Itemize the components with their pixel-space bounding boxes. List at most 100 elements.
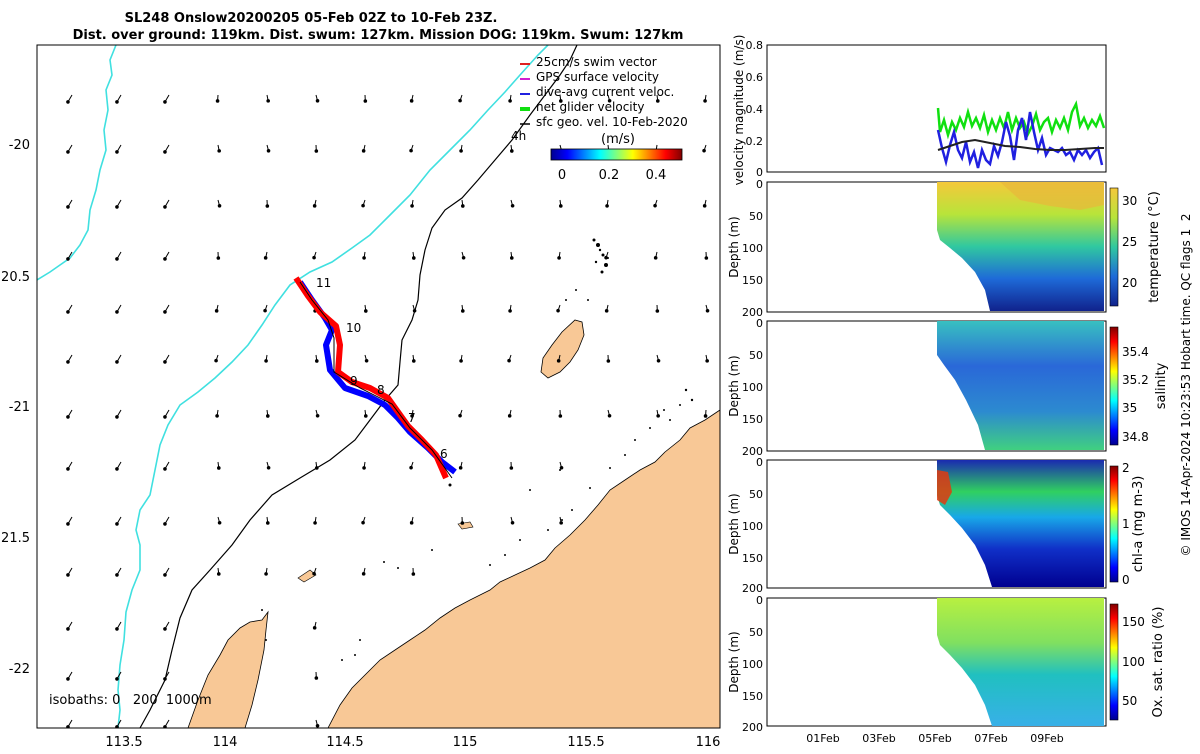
legend-label-geo: sfc geo. vel. 10-Feb-2020 — [536, 115, 688, 129]
geo-vector-arrowhead — [362, 150, 365, 153]
legend-label-dive: dive-avg current veloc. — [536, 85, 674, 99]
temp-cbar-tick: 30 — [1122, 194, 1137, 208]
temp-cbar-tick: 20 — [1122, 276, 1137, 290]
geo-vector-arrowhead — [413, 309, 416, 312]
geo-vector-arrowhead — [410, 466, 413, 469]
geo-vector-arrowhead — [365, 310, 368, 313]
geo-vector-arrowhead — [164, 101, 167, 104]
map-panel: 11 10 9 8 7 6 4h 113.5 114 114.5 115 115… — [1, 45, 720, 750]
geo-vector-arrowhead — [116, 311, 119, 314]
vel-tick: 0.2 — [746, 135, 764, 148]
geo-vector-arrowhead — [164, 258, 167, 261]
geo-vector-arrowhead — [657, 415, 660, 418]
geo-vector-arrowhead — [164, 574, 167, 577]
chla-cbar-label: chl-a (mg m-3) — [1131, 476, 1146, 573]
depth-tick: 100 — [742, 242, 763, 255]
geo-vector-arrowhead — [410, 522, 413, 525]
salinity-ylabel: Depth (m) — [727, 355, 741, 416]
geo-vector-arrowhead — [116, 416, 119, 419]
geo-vector-arrowhead — [558, 257, 561, 260]
date-tick: 09Feb — [1030, 732, 1063, 745]
geo-vector-arrowhead — [460, 360, 463, 363]
geo-vector-arrowhead — [560, 522, 563, 525]
geo-vector-arrowhead — [164, 311, 167, 314]
depth-tick: 0 — [756, 317, 763, 330]
geo-vector-arrowhead — [67, 151, 70, 154]
geo-vector-arrowhead — [164, 206, 167, 209]
vel-tick: 0.4 — [746, 103, 764, 116]
depth-tick: 0 — [756, 594, 763, 607]
depth-tick: 50 — [749, 488, 763, 501]
geo-vector-arrowhead — [363, 257, 366, 260]
geo-vector-arrowhead — [67, 574, 70, 577]
geo-vector-arrowhead — [459, 467, 462, 470]
colorbar-tick: 0.4 — [646, 168, 667, 183]
geo-vector-arrowhead — [608, 414, 611, 417]
vel-tick: 0.6 — [746, 71, 764, 84]
geo-vector-arrowhead — [217, 573, 220, 576]
geo-vector-arrowhead — [606, 205, 609, 208]
geo-vector-arrowhead — [459, 99, 462, 102]
geo-vector-arrowhead — [413, 257, 416, 260]
geo-vector-arrowhead — [316, 360, 319, 363]
oxygen-ylabel: Depth (m) — [727, 631, 741, 692]
y-tick-label: 21.5 — [1, 531, 30, 546]
geo-vector-arrowhead — [364, 100, 367, 103]
geo-vector-arrowhead — [116, 361, 119, 364]
depth-tick: 0 — [756, 456, 763, 469]
geo-vector-arrowhead — [704, 100, 707, 103]
geo-vector-arrowhead — [266, 522, 269, 525]
geo-vector-arrowhead — [266, 205, 269, 208]
track-label-9: 9 — [350, 374, 358, 388]
y-tick-label: 20.5 — [1, 270, 30, 285]
ox-cbar-tick: 50 — [1122, 694, 1137, 708]
geo-vector-arrowhead — [67, 361, 70, 364]
geo-vector-arrowhead — [265, 573, 268, 576]
geo-vector-arrowhead — [461, 310, 464, 313]
geo-vector-arrowhead — [215, 310, 218, 313]
date-axis: 01Feb 03Feb 05Feb 07Feb 09Feb — [806, 732, 1063, 745]
y-tick-label: -20 — [9, 138, 30, 153]
sal-cbar-tick: 35 — [1122, 401, 1137, 415]
geo-vector-arrowhead — [267, 415, 270, 418]
geo-vector-arrowhead — [703, 205, 706, 208]
geo-vector-arrowhead — [218, 150, 221, 153]
geo-vector-arrowhead — [217, 257, 220, 260]
salinity-panel: 0 50 100 150 200 Depth (m) 35.4 35.2 35 … — [727, 317, 1169, 458]
geo-vector-arrowhead — [411, 205, 414, 208]
chla-panel: 0 50 100 150 200 Depth (m) 2 1 0 chl-a (… — [727, 456, 1146, 595]
geo-vector-arrowhead — [703, 149, 706, 152]
geo-vector-arrowhead — [67, 101, 70, 104]
map-y-axis: -20 20.5 -21 21.5 -22 — [1, 138, 30, 677]
depth-tick: 50 — [749, 626, 763, 639]
geo-vector-arrowhead — [605, 310, 608, 313]
depth-tick: 100 — [742, 381, 763, 394]
geo-vector-arrowhead — [315, 467, 318, 470]
track-label-10: 10 — [346, 321, 361, 335]
geo-vector-arrowhead — [605, 256, 608, 259]
date-tick: 01Feb — [806, 732, 839, 745]
geo-vector-arrowhead — [267, 150, 270, 153]
chla-colorbar — [1110, 466, 1118, 582]
geo-vector-arrowhead — [313, 572, 316, 575]
geo-vector-arrowhead — [314, 522, 317, 525]
depth-tick: 150 — [742, 690, 763, 703]
oxygen-cbar-label: Ox. sat. ratio (%) — [1151, 607, 1166, 718]
geo-vector-arrowhead — [462, 256, 465, 259]
geo-vector-arrowhead — [164, 628, 167, 631]
depth-tick: 50 — [749, 210, 763, 223]
geo-vector-arrowhead — [67, 468, 70, 471]
salinity-colorbar — [1110, 327, 1118, 445]
geo-vector-arrowhead — [267, 100, 270, 103]
geo-vector-arrowhead — [218, 467, 221, 470]
geo-vector-arrowhead — [316, 414, 319, 417]
figure-title-line1: SL248 Onslow20200205 05-Feb 02Z to 10-Fe… — [125, 11, 498, 26]
oxygen-panel: 0 50 100 150 200 Depth (m) 150 100 50 Ox… — [727, 594, 1166, 734]
chla-cbar-tick: 1 — [1122, 517, 1130, 531]
x-tick-label: 114.5 — [326, 735, 363, 750]
colorbar-tick: 0.2 — [599, 168, 620, 183]
geo-vector-arrowhead — [116, 151, 119, 154]
track-label-6: 6 — [440, 447, 448, 461]
geo-vector-arrowhead — [264, 257, 267, 260]
